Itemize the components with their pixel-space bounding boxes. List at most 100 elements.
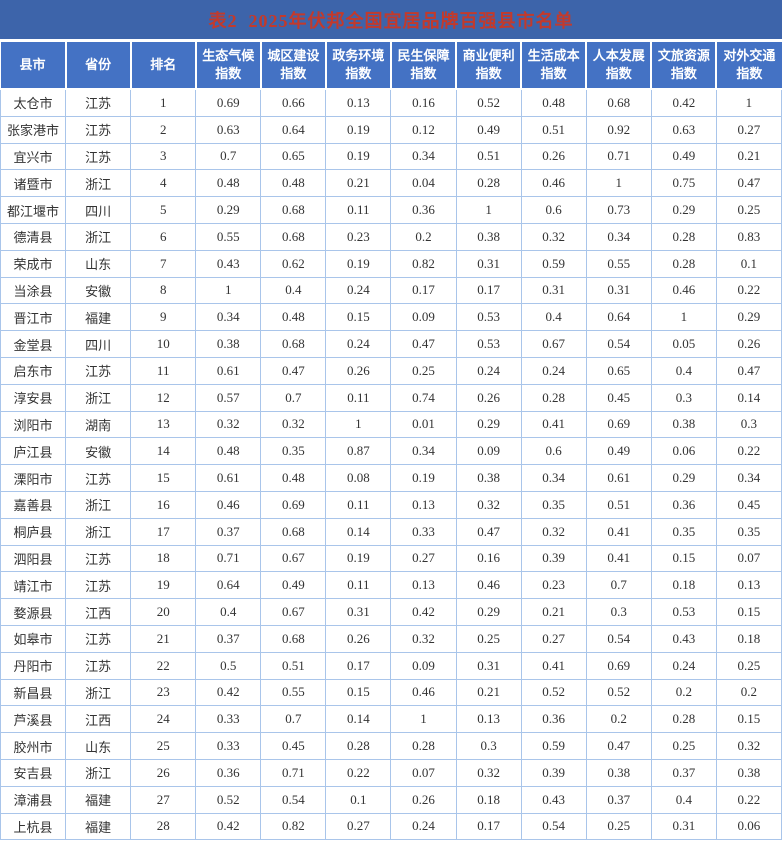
cell-living-cost-index: 0.46 <box>520 169 587 198</box>
cell-livelihood-security-index: 0.24 <box>390 812 457 841</box>
cell-gov-affairs-index: 0.23 <box>325 222 392 251</box>
cell-gov-affairs-index: 0.19 <box>325 249 392 278</box>
cell-province: 浙江 <box>65 758 132 787</box>
cell-rank: 1 <box>130 88 197 117</box>
cell-livelihood-security-index: 0.13 <box>390 490 457 519</box>
cell-county: 诸暨市 <box>0 169 67 198</box>
table-row: 嘉善县 浙江 16 0.46 0.69 0.11 0.13 0.32 0.35 0.51 0.36 0… <box>0 490 782 519</box>
table-row: 德清县 浙江 6 0.55 0.68 0.23 0.2 0.38 0.32 0.34 0.28 0.8… <box>0 222 782 251</box>
cell-province: 安徽 <box>65 276 132 305</box>
cell-human-development-index: 0.69 <box>585 410 652 439</box>
cell-gov-affairs-index: 0.1 <box>325 785 392 814</box>
cell-urban-construction-index: 0.35 <box>260 437 327 466</box>
cell-gov-affairs-index: 0.14 <box>325 705 392 734</box>
cell-eco-climate-index: 0.46 <box>195 490 262 519</box>
cell-living-cost-index: 0.54 <box>520 812 587 841</box>
cell-gov-affairs-index: 0.15 <box>325 678 392 707</box>
cell-eco-climate-index: 0.29 <box>195 196 262 224</box>
cell-gov-affairs-index: 0.26 <box>325 624 392 653</box>
cell-culture-tourism-index: 0.29 <box>650 196 717 224</box>
cell-gov-affairs-index: 0.11 <box>325 196 392 224</box>
cell-rank: 13 <box>130 410 197 439</box>
cell-human-development-index: 0.69 <box>585 651 652 680</box>
cell-culture-tourism-index: 0.36 <box>650 490 717 519</box>
cell-living-cost-index: 0.6 <box>520 196 587 224</box>
column-header-county: 县市 <box>0 42 67 90</box>
cell-livelihood-security-index: 0.17 <box>390 276 457 305</box>
cell-county: 如皋市 <box>0 624 67 653</box>
cell-business-convenience-index: 0.53 <box>455 303 522 332</box>
cell-human-development-index: 0.3 <box>585 598 652 626</box>
cell-livelihood-security-index: 0.07 <box>390 758 457 787</box>
cell-county: 张家港市 <box>0 115 67 144</box>
cell-urban-construction-index: 0.65 <box>260 142 327 171</box>
column-header-eco-climate-index: 生态气候 指数 <box>195 42 262 90</box>
cell-living-cost-index: 0.48 <box>520 88 587 117</box>
column-header-human-development-index: 人本发展 指数 <box>586 42 653 90</box>
cell-province: 浙江 <box>65 490 132 519</box>
cell-rank: 11 <box>130 356 197 385</box>
cell-living-cost-index: 0.39 <box>520 544 587 573</box>
cell-gov-affairs-index: 0.87 <box>325 437 392 466</box>
livable-cities-ranking-table: 县市 省份 排名 生态气候 指数 城区建设 指数 政务环境 指数 民生保障 指数 商业便利 指… <box>0 42 782 841</box>
cell-county: 婺源县 <box>0 598 67 626</box>
cell-livelihood-security-index: 0.25 <box>390 356 457 385</box>
cell-urban-construction-index: 0.67 <box>260 544 327 573</box>
cell-culture-tourism-index: 0.15 <box>650 544 717 573</box>
cell-eco-climate-index: 0.69 <box>195 88 262 117</box>
cell-urban-construction-index: 0.48 <box>260 169 327 198</box>
cell-province: 浙江 <box>65 169 132 198</box>
cell-urban-construction-index: 0.48 <box>260 303 327 332</box>
cell-human-development-index: 0.55 <box>585 249 652 278</box>
cell-business-convenience-index: 0.3 <box>455 732 522 760</box>
cell-province: 福建 <box>65 785 132 814</box>
cell-living-cost-index: 0.67 <box>520 330 587 358</box>
cell-province: 江苏 <box>65 624 132 653</box>
cell-eco-climate-index: 0.32 <box>195 410 262 439</box>
cell-culture-tourism-index: 0.05 <box>650 330 717 358</box>
table-row: 晋江市 福建 9 0.34 0.48 0.15 0.09 0.53 0.4 0.64 1 0.29 <box>0 303 782 332</box>
cell-county: 淳安县 <box>0 383 67 412</box>
table-row: 诸暨市 浙江 4 0.48 0.48 0.21 0.04 0.28 0.46 1 0.75 0.47 <box>0 169 782 198</box>
cell-gov-affairs-index: 0.19 <box>325 544 392 573</box>
cell-rank: 5 <box>130 196 197 224</box>
cell-rank: 14 <box>130 437 197 466</box>
cell-gov-affairs-index: 0.26 <box>325 356 392 385</box>
cell-business-convenience-index: 1 <box>455 196 522 224</box>
cell-living-cost-index: 0.59 <box>520 249 587 278</box>
header-row: 县市 省份 排名 生态气候 指数 城区建设 指数 政务环境 指数 民生保障 指数 商业便利 指… <box>0 42 782 90</box>
cell-business-convenience-index: 0.13 <box>455 705 522 734</box>
cell-urban-construction-index: 0.7 <box>260 705 327 734</box>
cell-gov-affairs-index: 0.22 <box>325 758 392 787</box>
cell-culture-tourism-index: 0.28 <box>650 222 717 251</box>
cell-human-development-index: 0.31 <box>585 276 652 305</box>
cell-human-development-index: 0.64 <box>585 303 652 332</box>
cell-culture-tourism-index: 0.49 <box>650 142 717 171</box>
column-header-external-transport-index: 对外交通 指数 <box>716 42 782 90</box>
cell-rank: 2 <box>130 115 197 144</box>
table-row: 上杭县 福建 28 0.42 0.82 0.27 0.24 0.17 0.54 0.25 0.31 0… <box>0 812 782 841</box>
cell-external-transport-index: 0.1 <box>715 249 782 278</box>
cell-county: 丹阳市 <box>0 651 67 680</box>
cell-urban-construction-index: 0.48 <box>260 464 327 492</box>
cell-external-transport-index: 0.25 <box>715 196 782 224</box>
cell-province: 江苏 <box>65 88 132 117</box>
table-row: 金堂县 四川 10 0.38 0.68 0.24 0.47 0.53 0.67 0.54 0.05 0… <box>0 330 782 358</box>
cell-livelihood-security-index: 0.09 <box>390 651 457 680</box>
cell-living-cost-index: 0.59 <box>520 732 587 760</box>
cell-urban-construction-index: 0.32 <box>260 410 327 439</box>
table-row: 庐江县 安徽 14 0.48 0.35 0.87 0.34 0.09 0.6 0.49 0.06 0.… <box>0 437 782 466</box>
cell-gov-affairs-index: 0.27 <box>325 812 392 841</box>
cell-urban-construction-index: 0.69 <box>260 490 327 519</box>
cell-urban-construction-index: 0.66 <box>260 88 327 117</box>
cell-province: 浙江 <box>65 678 132 707</box>
cell-province: 江苏 <box>65 571 132 600</box>
cell-human-development-index: 0.37 <box>585 785 652 814</box>
table-row: 胶州市 山东 25 0.33 0.45 0.28 0.28 0.3 0.59 0.47 0.25 0.… <box>0 732 782 760</box>
cell-urban-construction-index: 0.67 <box>260 598 327 626</box>
cell-gov-affairs-index: 0.21 <box>325 169 392 198</box>
cell-culture-tourism-index: 0.18 <box>650 571 717 600</box>
table-row: 浏阳市 湖南 13 0.32 0.32 1 0.01 0.29 0.41 0.69 0.38 0.3 <box>0 410 782 439</box>
cell-human-development-index: 0.73 <box>585 196 652 224</box>
